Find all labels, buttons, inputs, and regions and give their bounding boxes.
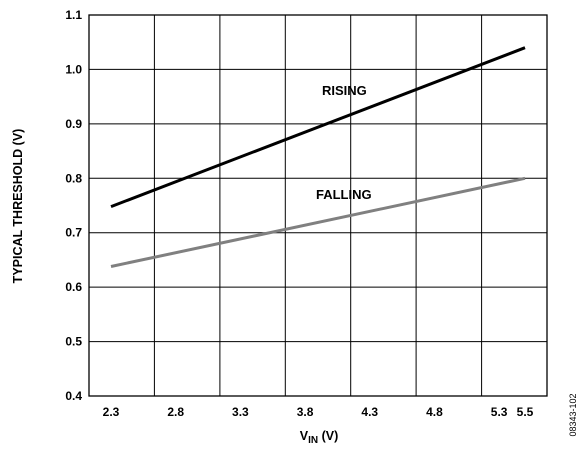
x-tick-label: 2.3 bbox=[103, 405, 120, 419]
x-axis-title: VIN (V) bbox=[300, 429, 338, 446]
y-tick-label: 0.4 bbox=[65, 389, 82, 403]
y-tick-label: 0.9 bbox=[65, 117, 82, 131]
series-lines bbox=[110, 46, 526, 268]
series-line-falling bbox=[110, 176, 526, 268]
x-axis-title-subscript: IN bbox=[308, 435, 318, 446]
falling-series-label: FALLING bbox=[316, 187, 372, 202]
x-tick-labels: 2.3 2.8 3.3 3.8 4.3 4.8 5.3 5.5 bbox=[103, 405, 534, 419]
plot-frame bbox=[88, 14, 548, 397]
x-tick-label: 5.5 bbox=[517, 405, 534, 419]
figure-id: 08343-102 bbox=[568, 393, 578, 436]
y-tick-label: 0.8 bbox=[65, 171, 82, 185]
y-axis-title: TYPICAL THRESHOLD (V) bbox=[11, 129, 25, 284]
series-line-rising bbox=[110, 46, 526, 209]
y-tick-label: 1.1 bbox=[65, 8, 82, 22]
y-tick-label: 0.7 bbox=[65, 226, 82, 240]
x-tick-label: 3.8 bbox=[297, 405, 314, 419]
y-tick-labels: 0.4 0.5 0.6 0.7 0.8 0.9 1.0 1.1 bbox=[65, 8, 82, 403]
x-tick-label: 4.3 bbox=[361, 405, 378, 419]
x-tick-label: 2.8 bbox=[167, 405, 184, 419]
x-axis-title-main: V bbox=[300, 429, 309, 443]
x-tick-label: 3.3 bbox=[232, 405, 249, 419]
y-tick-label: 0.5 bbox=[65, 335, 82, 349]
chart-grid bbox=[89, 15, 548, 396]
x-tick-label: 4.8 bbox=[426, 405, 443, 419]
y-tick-label: 0.6 bbox=[65, 280, 82, 294]
x-axis-title-unit: (V) bbox=[318, 429, 338, 443]
y-tick-label: 1.0 bbox=[65, 62, 82, 76]
rising-series-label: RISING bbox=[322, 83, 367, 98]
x-tick-label: 5.3 bbox=[491, 405, 508, 419]
